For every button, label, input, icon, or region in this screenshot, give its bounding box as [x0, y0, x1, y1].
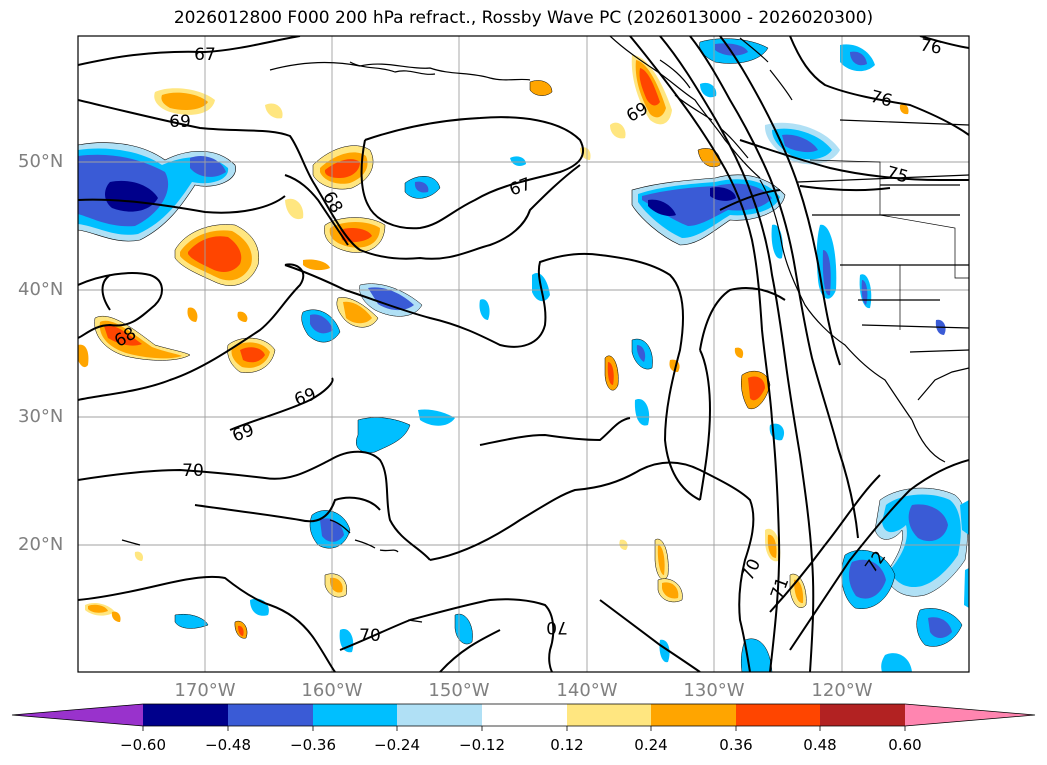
colorbar-tick-label: −0.48	[205, 736, 251, 754]
colorbar-swatch	[143, 704, 228, 726]
contour-label: 67	[507, 174, 534, 200]
colorbar	[11, 703, 1036, 731]
contour-67-middle	[360, 116, 585, 230]
contour-coastal-2	[659, 36, 815, 672]
contour-label: 71	[767, 575, 793, 602]
lon-label: 140°W	[556, 680, 618, 701]
colorbar-swatch	[651, 704, 736, 726]
contour-coastal-4	[719, 36, 841, 366]
colorbar-swatch	[567, 704, 651, 726]
state-borders	[809, 159, 969, 330]
contour-70-bottom	[339, 598, 555, 672]
colorbar-tick-label: 0.48	[803, 736, 837, 754]
colorbar-swatch	[397, 704, 482, 726]
map-gridlines	[78, 36, 969, 672]
contour-75-north	[739, 139, 969, 181]
contour-67-north	[78, 36, 301, 66]
contour-label: 76	[868, 87, 894, 112]
contour-label: 70	[546, 617, 568, 637]
colorbar-swatch	[313, 704, 397, 726]
lat-label: 30°N	[18, 406, 64, 427]
map-frame	[77, 35, 970, 673]
contour-69-middle	[78, 263, 305, 401]
anomaly-patch	[105, 180, 158, 212]
colorbar-swatch	[736, 704, 820, 726]
contour-70-south	[194, 496, 381, 523]
contour-76-north	[789, 36, 969, 136]
lon-label: 160°W	[301, 680, 363, 701]
islands	[121, 519, 423, 623]
coastlines	[269, 36, 969, 463]
colorbar-tick-label: −0.36	[290, 736, 336, 754]
colorbar-swatch	[12, 704, 143, 726]
contour-68-upper	[78, 195, 286, 214]
contour-coastal-1	[629, 36, 781, 672]
contour-69-north	[78, 99, 581, 260]
lat-label: 40°N	[18, 279, 64, 300]
lon-label: 150°W	[428, 680, 490, 701]
contour-label: 70	[359, 626, 381, 646]
contour-label: 69	[169, 112, 191, 132]
contour-label: 67	[194, 45, 216, 65]
colorbar-swatch	[905, 704, 1035, 726]
contour-72-east	[789, 459, 969, 651]
colorbar-tick-label: 0.60	[888, 736, 922, 754]
colorbar-tick-label: 0.24	[634, 736, 668, 754]
map-title: 2026012800 F000 200 hPa refract., Rossby…	[173, 8, 874, 28]
colorbar-tick-label: −0.24	[374, 736, 420, 754]
contour-69-south	[229, 377, 334, 431]
colorbar-tick-label: −0.60	[120, 736, 166, 754]
positive-anomaly-patches	[78, 55, 909, 639]
lat-label: 20°N	[18, 534, 64, 555]
lat-label: 50°N	[18, 151, 64, 172]
colorbar-swatch	[482, 704, 567, 726]
contour-lines	[78, 36, 969, 672]
contour-label: 69	[230, 420, 257, 446]
colorbar-tick-label: 0.12	[550, 736, 584, 754]
contour-label: 75	[884, 163, 910, 188]
lon-label: 170°W	[174, 680, 236, 701]
colorbar-tick-label: −0.12	[459, 736, 505, 754]
negative-anomaly-patches	[78, 38, 969, 672]
colorbar-swatch	[228, 704, 313, 726]
contour-68-west	[78, 272, 163, 339]
contour-label: 76	[918, 35, 943, 58]
contour-label: 70	[182, 461, 204, 481]
colorbar-tick-label: 0.36	[719, 736, 753, 754]
contour-coastal-3	[689, 36, 859, 539]
colorbar-swatch	[820, 704, 905, 726]
contour-label: 68	[318, 188, 346, 217]
lon-label: 120°W	[811, 680, 873, 701]
lon-label: 130°W	[683, 680, 745, 701]
